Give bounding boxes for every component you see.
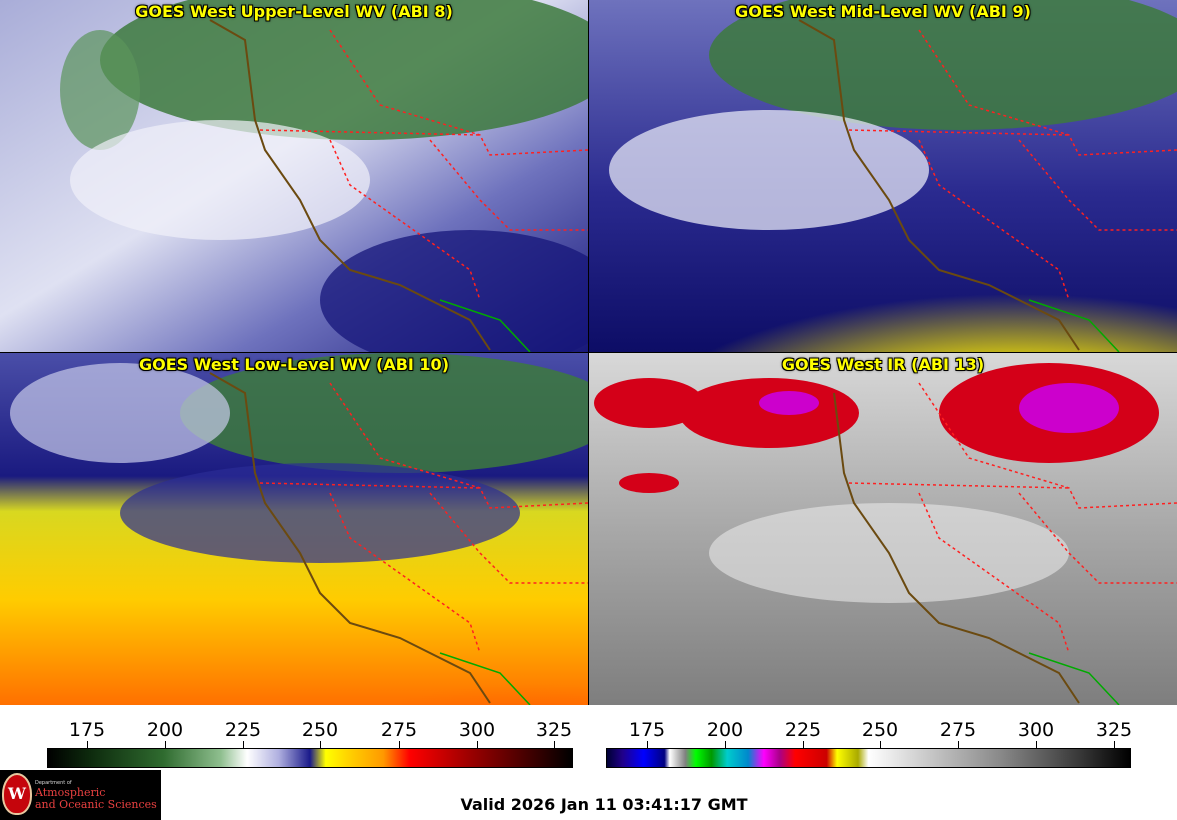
ir-tick-label: 250 bbox=[861, 719, 899, 741]
water-vapor-colorbar bbox=[47, 748, 573, 768]
ir-tick-label: 300 bbox=[1017, 719, 1055, 741]
wv-tick-label: 200 bbox=[146, 719, 184, 741]
wv-tick-mark bbox=[320, 741, 321, 748]
panel-title: GOES West IR (ABI 13) bbox=[781, 355, 985, 374]
ir-tick-mark bbox=[725, 741, 726, 748]
low-level-wv-imagery bbox=[0, 353, 588, 705]
upper-level-wv-imagery bbox=[0, 0, 588, 352]
mid-level-wv-panel: GOES West Mid-Level WV (ABI 9) bbox=[589, 0, 1177, 352]
ir-tick-mark bbox=[958, 741, 959, 748]
ir-tick-mark bbox=[880, 741, 881, 748]
panel-title: GOES West Low-Level WV (ABI 10) bbox=[138, 355, 449, 374]
logo-oceanic-text: and Oceanic Sciences bbox=[35, 798, 157, 811]
ir-tick-mark bbox=[1114, 741, 1115, 748]
wv-tick-mark bbox=[399, 741, 400, 748]
ir-tick-mark bbox=[647, 741, 648, 748]
wv-tick-label: 225 bbox=[224, 719, 262, 741]
low-level-wv-panel: GOES West Low-Level WV (ABI 10) bbox=[0, 353, 588, 705]
infrared-colorbar bbox=[606, 748, 1131, 768]
wv-tick-mark bbox=[477, 741, 478, 748]
wv-tick-label: 275 bbox=[380, 719, 418, 741]
panel-divider-horizontal bbox=[0, 352, 1177, 353]
wv-tick-label: 250 bbox=[301, 719, 339, 741]
logo-atmospheric-text: Atmospheric bbox=[35, 786, 106, 799]
ir-tick-mark bbox=[1036, 741, 1037, 748]
mid-level-wv-imagery bbox=[589, 0, 1177, 352]
aos-logo: W Department of Atmospheric and Oceanic … bbox=[0, 770, 161, 820]
ir-tick-label: 200 bbox=[706, 719, 744, 741]
wv-tick-label: 300 bbox=[458, 719, 496, 741]
upper-level-wv-panel: GOES West Upper-Level WV (ABI 8) bbox=[0, 0, 588, 352]
wv-tick-mark bbox=[165, 741, 166, 748]
wv-tick-label: 175 bbox=[68, 719, 106, 741]
ir-tick-label: 175 bbox=[628, 719, 666, 741]
ir-tick-label: 325 bbox=[1095, 719, 1133, 741]
wv-tick-mark bbox=[87, 741, 88, 748]
ir-tick-mark bbox=[803, 741, 804, 748]
uw-seal-icon: W bbox=[2, 773, 32, 815]
wv-tick-mark bbox=[554, 741, 555, 748]
panel-title: GOES West Mid-Level WV (ABI 9) bbox=[735, 2, 1031, 21]
ir-imagery bbox=[589, 353, 1177, 705]
wv-tick-mark bbox=[243, 741, 244, 748]
logo-department-text: Department of bbox=[35, 780, 72, 786]
panel-title: GOES West Upper-Level WV (ABI 8) bbox=[135, 2, 453, 21]
valid-time: Valid 2026 Jan 11 03:41:17 GMT bbox=[460, 795, 748, 814]
wv-tick-label: 325 bbox=[535, 719, 573, 741]
ir-tick-label: 275 bbox=[939, 719, 977, 741]
ir-tick-label: 225 bbox=[784, 719, 822, 741]
ir-panel: GOES West IR (ABI 13) bbox=[589, 353, 1177, 705]
